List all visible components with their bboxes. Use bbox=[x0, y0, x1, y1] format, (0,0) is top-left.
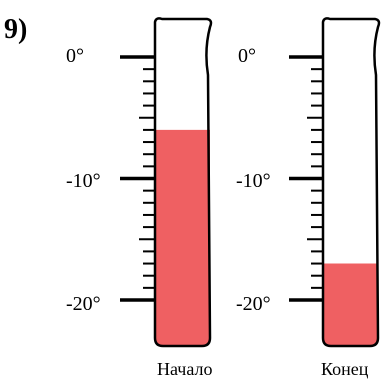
thermometer-start-tube-outline bbox=[153, 17, 213, 348]
thermometer-end-liquid bbox=[323, 263, 378, 346]
thermometer-start-liquid bbox=[155, 129, 210, 346]
thermometer-end-label-minus-10: -10° bbox=[236, 170, 271, 192]
thermometer-end: 0° -10° -20° Конец bbox=[236, 17, 381, 379]
thermometer-end-label-0: 0° bbox=[238, 45, 256, 67]
thermometer-start-caption: Начало bbox=[157, 359, 212, 379]
thermometer-start: 0° -10° -20° Начало bbox=[66, 17, 213, 379]
thermometer-end-caption: Конец bbox=[321, 359, 369, 379]
thermometer-start-label-0: 0° bbox=[66, 45, 84, 67]
thermometer-end-scale bbox=[289, 55, 323, 302]
thermometer-end-label-minus-20: -20° bbox=[236, 293, 271, 315]
thermometer-end-tube-outline bbox=[321, 17, 381, 348]
thermometer-start-scale bbox=[120, 55, 155, 302]
thermometer-start-label-minus-10: -10° bbox=[66, 170, 101, 192]
thermometer-start-label-minus-20: -20° bbox=[66, 293, 101, 315]
problem-number: 9) bbox=[4, 14, 27, 45]
